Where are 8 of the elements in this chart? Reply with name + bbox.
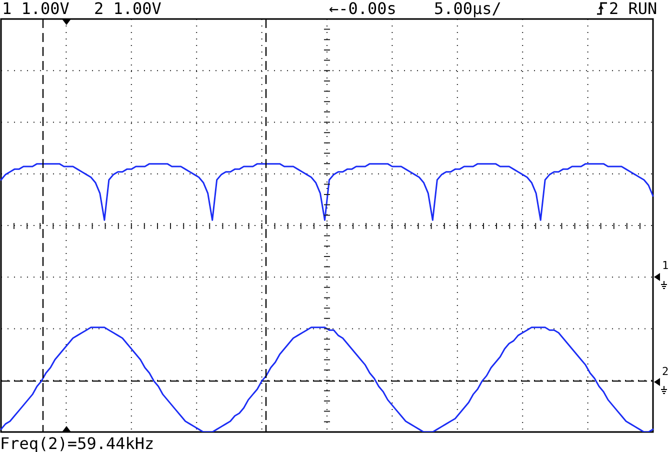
text: 2 RUN [609,0,658,18]
text: 2 [662,365,669,378]
text: Freq(2)=59.44kHz [0,434,154,452]
text: 1 1.00V [2,0,70,18]
text: 2 1.00V [94,0,162,18]
text: ←-0.00s [329,0,396,18]
text: 1 [662,259,669,272]
text: 5.00µs/ [434,0,502,18]
